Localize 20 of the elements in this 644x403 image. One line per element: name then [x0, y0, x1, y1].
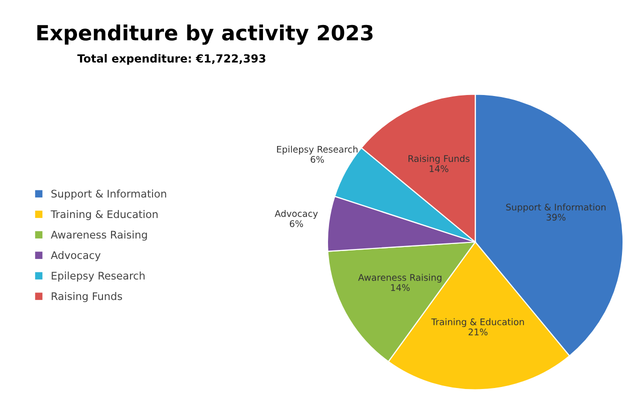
legend-label: Raising Funds [52, 292, 122, 302]
chart-subtitle: Total expenditure: €1,722,393 [77, 54, 266, 65]
legend-label: Epilepsy Research [52, 272, 145, 282]
chart-title: Expenditure by activity 2023 [37, 24, 373, 45]
legend-label: Advocacy [50, 251, 101, 262]
data-label: 21% [468, 328, 488, 336]
data-label: 6% [290, 220, 304, 228]
data-label: 39% [546, 214, 566, 221]
legend-label: Awareness Raising [50, 230, 147, 241]
slice-label: Raising Funds [408, 155, 470, 164]
slice-label: Support & Information [506, 204, 606, 212]
legend-label: Training & Education [50, 210, 158, 220]
slice-label: Epilepsy Research [277, 146, 358, 154]
slice-label: Advocacy [274, 210, 318, 219]
data-label: 14% [391, 284, 410, 291]
slice-label: Training & Education [431, 318, 524, 328]
data-label: 6% [310, 156, 324, 163]
slice-label: Awareness Raising [358, 274, 442, 283]
data-label: 14% [430, 165, 448, 172]
legend-label: Support & Information [51, 190, 166, 200]
